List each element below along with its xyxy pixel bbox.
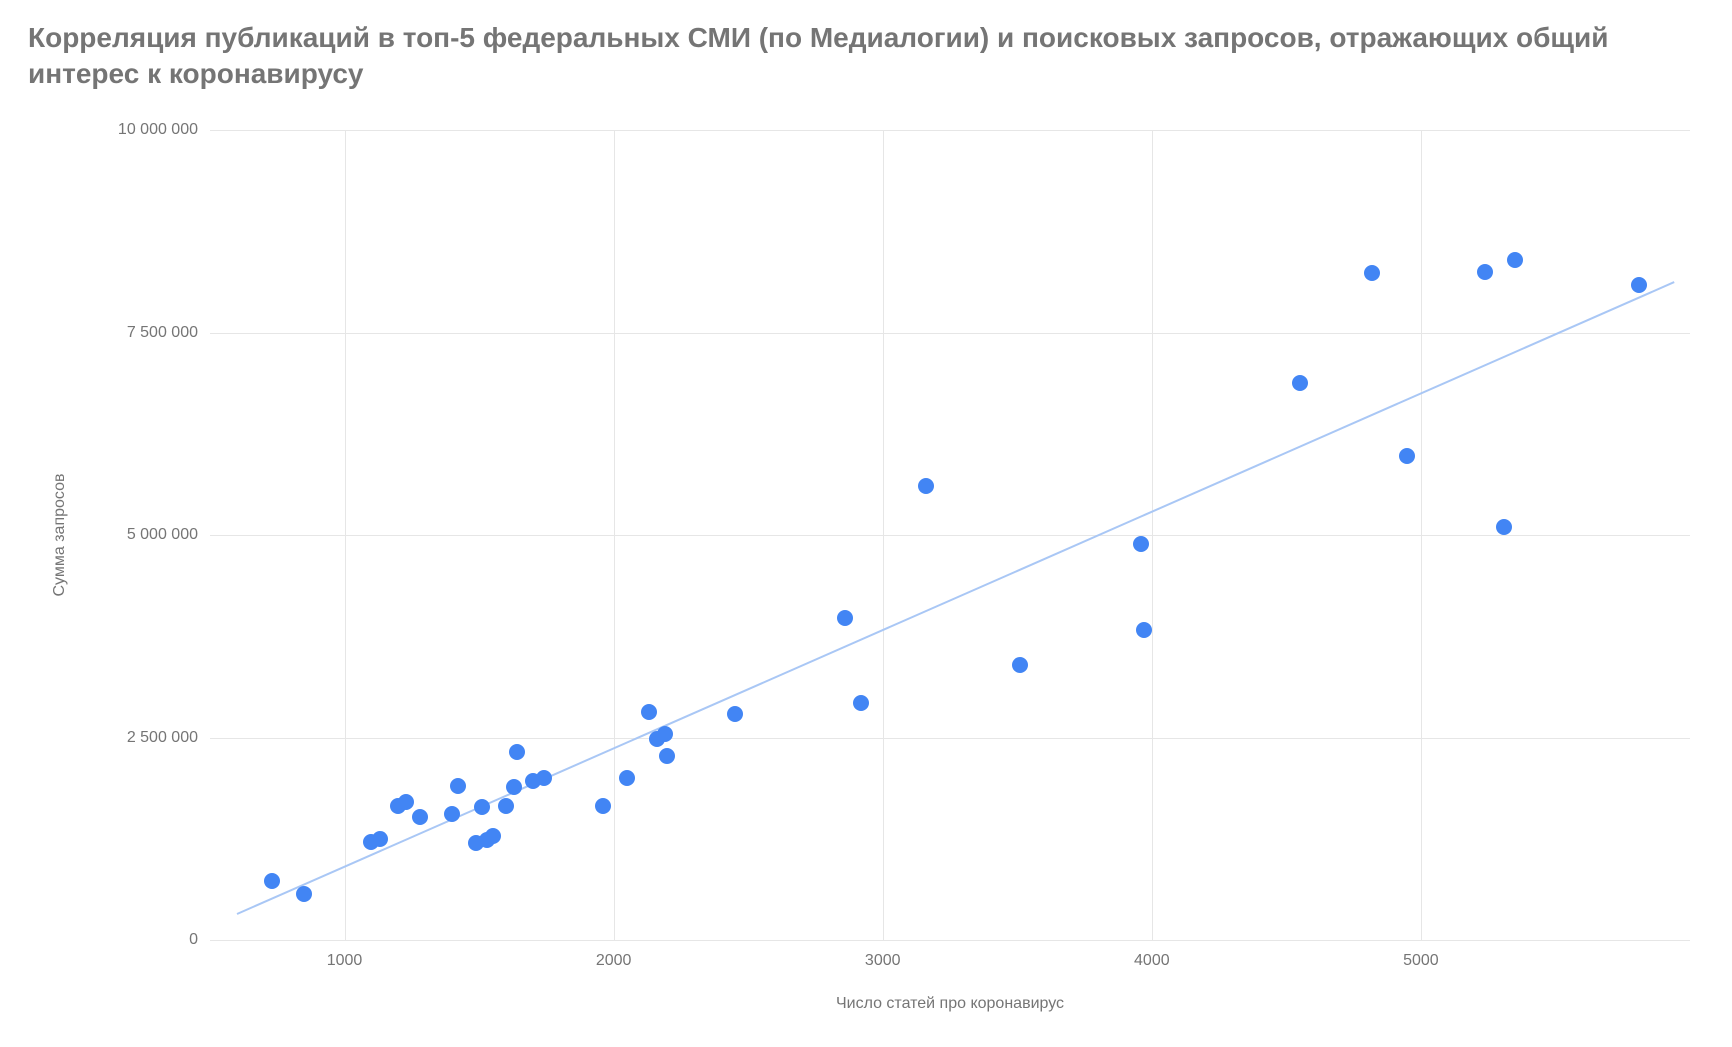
- plot-area: 02 500 0005 000 0007 500 00010 000 00010…: [210, 130, 1690, 940]
- data-point[interactable]: [509, 744, 525, 760]
- data-point[interactable]: [641, 704, 657, 720]
- gridline-horizontal: [210, 738, 1690, 739]
- data-point[interactable]: [727, 706, 743, 722]
- data-point[interactable]: [853, 695, 869, 711]
- data-point[interactable]: [412, 809, 428, 825]
- data-point[interactable]: [506, 779, 522, 795]
- data-point[interactable]: [619, 770, 635, 786]
- x-tick-label: 5000: [1403, 952, 1439, 970]
- y-tick-label: 10 000 000: [78, 121, 198, 139]
- gridline-vertical: [883, 130, 884, 940]
- data-point[interactable]: [398, 794, 414, 810]
- data-point[interactable]: [1136, 622, 1152, 638]
- gridline-vertical: [345, 130, 346, 940]
- y-tick-label: 7 500 000: [78, 324, 198, 342]
- data-point[interactable]: [474, 799, 490, 815]
- y-tick-label: 2 500 000: [78, 729, 198, 747]
- scatter-chart: Корреляция публикаций в топ-5 федеральны…: [20, 20, 1712, 1027]
- data-point[interactable]: [1133, 536, 1149, 552]
- gridline-vertical: [1421, 130, 1422, 940]
- data-point[interactable]: [595, 798, 611, 814]
- data-point[interactable]: [1496, 519, 1512, 535]
- x-tick-label: 3000: [865, 952, 901, 970]
- data-point[interactable]: [498, 798, 514, 814]
- data-point[interactable]: [296, 886, 312, 902]
- data-point[interactable]: [444, 806, 460, 822]
- data-point[interactable]: [1364, 265, 1380, 281]
- y-tick-label: 5 000 000: [78, 526, 198, 544]
- data-point[interactable]: [264, 873, 280, 889]
- gridline-horizontal: [210, 940, 1690, 941]
- data-point[interactable]: [450, 778, 466, 794]
- data-point[interactable]: [1477, 264, 1493, 280]
- x-tick-label: 4000: [1134, 952, 1170, 970]
- gridline-horizontal: [210, 130, 1690, 131]
- data-point[interactable]: [1012, 657, 1028, 673]
- x-tick-label: 1000: [327, 952, 363, 970]
- x-tick-label: 2000: [596, 952, 632, 970]
- data-point[interactable]: [837, 610, 853, 626]
- data-point[interactable]: [536, 770, 552, 786]
- data-point[interactable]: [657, 726, 673, 742]
- x-axis-title: Число статей про коронавирус: [836, 995, 1064, 1013]
- data-point[interactable]: [918, 478, 934, 494]
- y-axis-title: Сумма запросов: [51, 474, 69, 597]
- gridline-horizontal: [210, 333, 1690, 334]
- data-point[interactable]: [1292, 375, 1308, 391]
- gridline-vertical: [614, 130, 615, 940]
- data-point[interactable]: [372, 831, 388, 847]
- gridline-vertical: [1152, 130, 1153, 940]
- data-point[interactable]: [659, 748, 675, 764]
- data-point[interactable]: [1631, 277, 1647, 293]
- gridline-horizontal: [210, 535, 1690, 536]
- chart-title: Корреляция публикаций в топ-5 федеральны…: [20, 20, 1712, 93]
- data-point[interactable]: [485, 828, 501, 844]
- data-point[interactable]: [1507, 252, 1523, 268]
- y-tick-label: 0: [78, 931, 198, 949]
- data-point[interactable]: [1399, 448, 1415, 464]
